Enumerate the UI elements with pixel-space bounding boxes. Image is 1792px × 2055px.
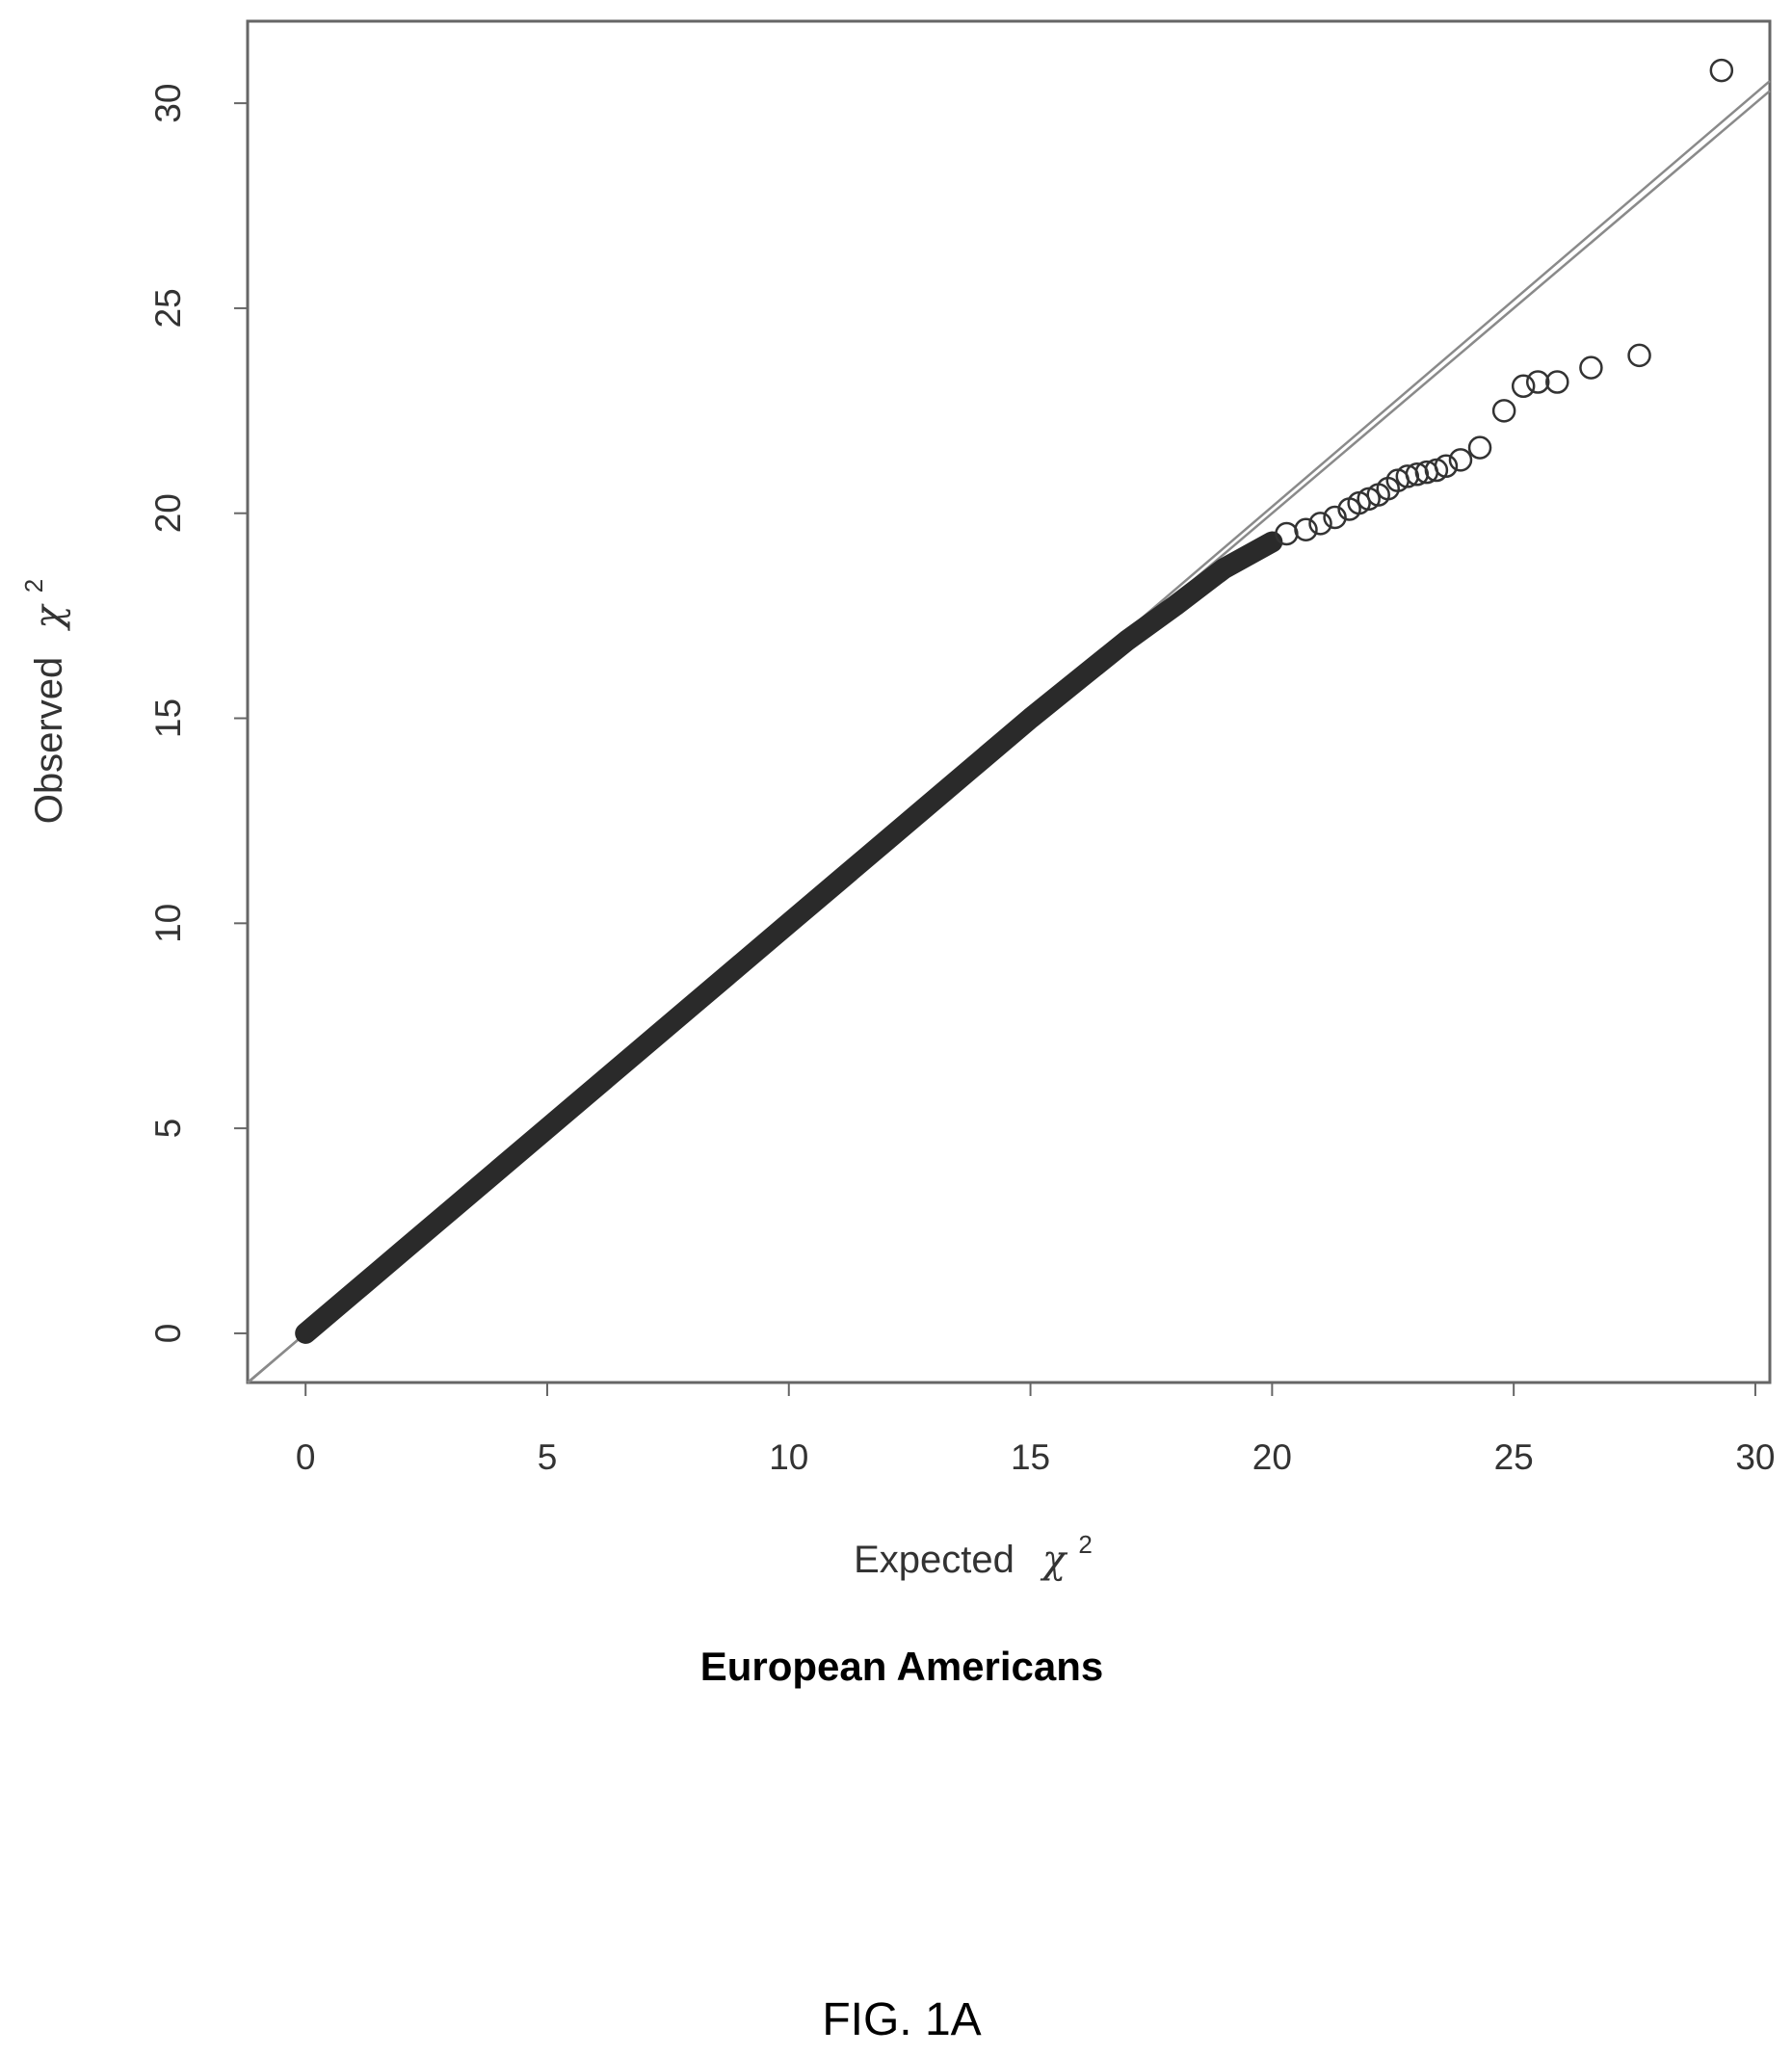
data-point (1434, 454, 1459, 479)
y-tick-label: 15 (148, 698, 188, 738)
chart-subtitle: European Americans (700, 1644, 1104, 1689)
data-point (1308, 512, 1332, 536)
x-tick-label: 20 (1252, 1437, 1292, 1477)
data-point (1323, 505, 1347, 530)
y-tick-label: 10 (148, 904, 188, 943)
y-tick-label: 30 (148, 84, 188, 123)
x-tick-label: 30 (1735, 1437, 1775, 1477)
data-point (1627, 343, 1651, 368)
y-axis-label: Observed χ 2 (19, 579, 71, 824)
x-axis-label-symbol: χ (1040, 1538, 1068, 1582)
x-tick-label: 10 (769, 1437, 808, 1477)
x-tick-label: 0 (296, 1437, 316, 1477)
data-point (1525, 370, 1550, 394)
data-point (1545, 370, 1569, 394)
x-tick-label: 15 (1011, 1437, 1050, 1477)
data-point (1491, 399, 1516, 423)
y-tick-label: 5 (148, 1119, 188, 1139)
y-axis: 0 5 10 15 20 25 30 (148, 84, 248, 1344)
x-axis: 0 5 10 15 20 25 30 (296, 1383, 1776, 1477)
data-point (1467, 435, 1492, 460)
dense-points-trace (295, 531, 1283, 1344)
y-axis-label-symbol: χ (27, 603, 71, 632)
y-axis-label-superscript: 2 (19, 579, 48, 593)
data-trace (295, 531, 1283, 1344)
data-points (1275, 58, 1734, 546)
data-point (1579, 356, 1603, 380)
y-tick-label: 25 (148, 288, 188, 328)
x-axis-label-superscript: 2 (1078, 1530, 1092, 1559)
figure-caption: FIG. 1A (822, 1994, 981, 2045)
y-tick-label: 0 (148, 1324, 188, 1344)
data-point (1448, 448, 1473, 472)
data-point (1709, 58, 1734, 83)
data-point (1294, 517, 1318, 541)
plot-frame (246, 19, 1772, 1384)
y-tick-label: 20 (148, 493, 188, 533)
x-axis-label-text: Expected (854, 1539, 1015, 1581)
y-axis-label-text: Observed (28, 657, 70, 824)
x-tick-label: 5 (538, 1437, 558, 1477)
x-tick-label: 25 (1494, 1437, 1534, 1477)
x-axis-label: Expected χ 2 (854, 1530, 1093, 1582)
data-point (1511, 374, 1536, 399)
data-point (1275, 521, 1299, 546)
